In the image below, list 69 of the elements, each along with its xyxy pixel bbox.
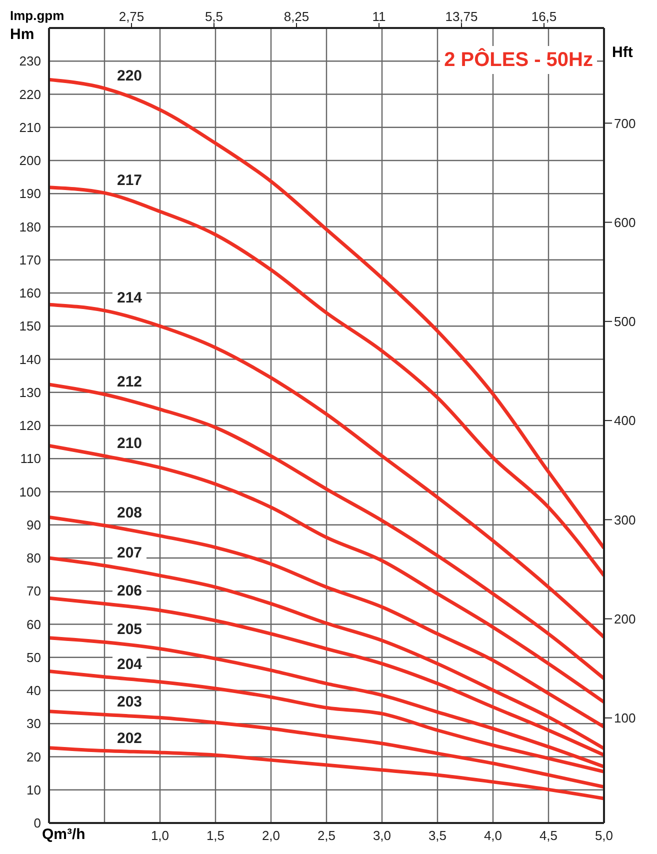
series-label: 214: [116, 290, 143, 307]
y-tick-label: 80: [26, 550, 41, 566]
x2-tick-label: 2,75: [118, 9, 144, 24]
x-tick-label: 4,5: [539, 828, 558, 844]
series-label: 202: [116, 730, 142, 747]
y-tick-label: 100: [19, 484, 41, 500]
x2-tick-label: 16,5: [531, 9, 557, 24]
line-series: [49, 556, 604, 750]
y-tick-label: 150: [19, 318, 41, 334]
y-tick-label: 40: [26, 683, 41, 698]
series-label: 204: [116, 656, 143, 673]
y-tick-label: 50: [26, 650, 41, 665]
x-tick-label: 4,0: [484, 828, 502, 844]
y-tick-label: 120: [19, 418, 41, 434]
y2-tick-label: 700: [614, 116, 636, 131]
y-tick-label: 190: [19, 186, 41, 202]
line-series: [49, 302, 604, 639]
y2-tick-label: 200: [614, 611, 636, 626]
x2-tick-label: 13,75: [445, 9, 478, 24]
series-label: 205: [116, 621, 142, 638]
y-tick-label: 130: [19, 384, 41, 400]
y-tick-label: 0: [34, 816, 41, 831]
y-tick-label: 230: [19, 54, 41, 69]
line-series: [49, 746, 604, 800]
y-tick-label: 90: [26, 517, 41, 532]
series-label: 203: [116, 694, 142, 711]
series-label: 207: [116, 544, 142, 562]
y2-tick-label: 500: [614, 314, 636, 330]
text: 2 PÔLES - 50Hz: [440, 46, 597, 74]
y-tick-label: 170: [19, 252, 41, 268]
y-tick-label: 70: [26, 584, 41, 599]
x2-axis-title: Imp.gpm: [10, 8, 64, 23]
y2-axis-title: Hft: [612, 44, 633, 61]
x2-tick-label: 5,5: [204, 9, 224, 24]
x-axis-title: Qm³/h: [42, 826, 86, 843]
x-tick-label: 1,5: [206, 828, 225, 844]
x-tick-label: 1,0: [150, 828, 170, 844]
series-label: 212: [116, 373, 142, 390]
line-series: [49, 186, 604, 578]
y-tick-label: 200: [19, 153, 41, 168]
x-tick-label: 5,0: [594, 828, 614, 844]
y-tick-label: 140: [19, 352, 41, 367]
series-label: 210: [116, 434, 142, 452]
y-tick-label: 60: [26, 616, 41, 632]
y-tick-label: 210: [19, 120, 41, 135]
line-series: [49, 710, 604, 789]
x-tick-label: 2,0: [262, 828, 280, 844]
x-tick-label: 3,5: [428, 828, 447, 844]
y2-tick-label: 600: [614, 214, 636, 230]
x-tick-label: 3,0: [372, 828, 392, 844]
series-label: 206: [116, 582, 142, 600]
y-tick-label: 110: [20, 451, 41, 466]
series-label: 220: [116, 67, 142, 84]
x2-tick-label: 11: [372, 9, 386, 24]
y-tick-label: 180: [19, 219, 41, 234]
series-label: 208: [116, 504, 142, 522]
series-label: 217: [116, 172, 142, 189]
y2-tick-label: 400: [614, 413, 636, 428]
y2-tick-label: 300: [614, 512, 636, 528]
y-tick-label: 160: [19, 286, 41, 301]
y-tick-label: 30: [26, 716, 41, 732]
y-tick-label: 10: [26, 782, 41, 798]
y-tick-label: 20: [26, 749, 41, 764]
x2-tick-label: 8,25: [284, 9, 310, 24]
line-series: [49, 596, 604, 757]
y-axis-title: Hm: [10, 26, 34, 43]
x-tick-label: 2,5: [317, 828, 336, 844]
y-tick-label: 220: [19, 86, 41, 102]
y2-tick-label: 100: [614, 710, 636, 726]
